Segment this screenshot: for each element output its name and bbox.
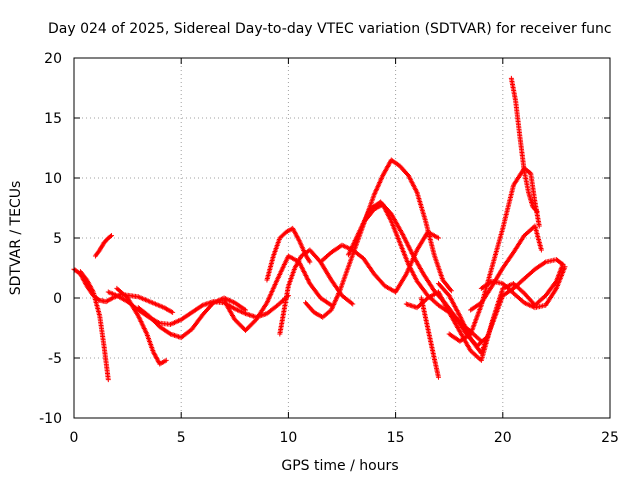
series-arc-8 [264,225,313,283]
series-arc-21 [435,281,506,356]
x-tick-label: 20 [494,430,512,446]
y-axis-label: SDTVAR / TECUs [8,181,24,296]
series-arc-2 [77,269,111,383]
data-point [533,208,539,214]
y-tick-label: 5 [53,231,62,247]
x-tick-label: 25 [601,430,619,446]
data-point [562,264,568,270]
chart-title: Day 024 of 2025, Sidereal Day-to-day VTE… [48,21,612,37]
y-tick-label: 20 [44,51,62,67]
series-arc-3 [92,233,115,259]
x-tick-label: 5 [177,430,186,446]
data-point [105,377,111,383]
series-arc-20 [478,264,568,311]
x-tick-label: 15 [387,430,405,446]
y-tick-label: -5 [48,351,62,367]
data-point [170,309,176,315]
data-point [536,223,542,229]
data-point [559,261,565,267]
series-arc-12 [345,199,491,349]
data-point [534,209,540,215]
series-arc-7 [221,253,334,333]
data-point [307,259,313,265]
x-axis-label: GPS time / hours [281,458,398,474]
data-point [435,374,441,380]
x-tick-label: 10 [279,430,297,446]
data-point [109,233,115,239]
grid [74,58,610,418]
series-arc-18 [468,223,544,313]
data-point [435,235,441,241]
series-arc-9 [277,247,356,337]
y-tick-label: 10 [44,171,62,187]
data-points [71,75,568,383]
series-arc-17 [508,75,540,215]
series-arc-19 [500,257,566,299]
y-axis: -10 -5 0 5 10 15 20 [39,51,610,427]
data-point [107,233,113,239]
data-point [448,288,454,294]
series-arc-14 [418,295,441,380]
data-point [350,301,356,307]
data-point [478,338,484,344]
data-point [243,307,249,313]
x-tick-label: 0 [70,430,79,446]
series-arc-10 [303,157,454,320]
data-point [163,357,169,363]
series-arc-1 [71,266,176,315]
y-tick-label: 15 [44,111,62,127]
y-tick-label: -10 [39,411,62,427]
y-tick-label: 0 [53,291,62,307]
x-axis: 0 5 10 15 20 25 [70,58,619,446]
data-point [538,247,544,253]
series-arc-5 [114,285,169,367]
data-point [500,293,506,299]
series-arc-11 [318,229,441,295]
